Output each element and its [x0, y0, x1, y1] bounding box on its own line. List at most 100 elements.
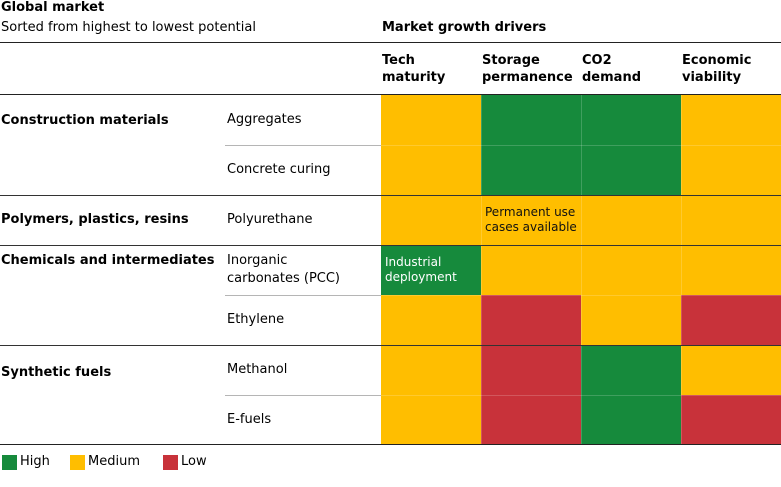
heatmap-cell [581, 95, 681, 145]
heatmap-cell [581, 395, 681, 445]
chart-subtitle: Sorted from highest to lowest potential [1, 20, 256, 35]
chart-title: Global market [1, 0, 105, 15]
cell-separator [581, 245, 582, 295]
heatmap-cell [381, 395, 481, 445]
heatmap-cell [481, 295, 581, 345]
cell-separator [481, 145, 482, 195]
cell-separator [681, 145, 682, 195]
heatmap-cell [581, 245, 681, 295]
column-header-line: Economic [682, 53, 752, 68]
row-label: Ethylene [227, 311, 377, 329]
heatmap-cell [381, 195, 481, 245]
cell-annotation-line: Permanent use [485, 205, 576, 219]
row-label-line: Aggregates [227, 112, 302, 127]
group-rule [0, 345, 781, 346]
cell-separator [681, 295, 682, 345]
heatmap-cell [381, 345, 481, 395]
row-label: Polyurethane [227, 211, 377, 229]
column-header-line: demand [582, 70, 642, 85]
column-header-line: permanence [482, 70, 573, 85]
cell-separator [381, 145, 781, 146]
row-label-line: Concrete curing [227, 162, 331, 177]
heatmap-cell [681, 245, 781, 295]
group-rule [0, 195, 781, 196]
subrow-rule [225, 295, 381, 296]
heatmap-cell [481, 95, 581, 145]
heatmap-cell [381, 295, 481, 345]
heatmap-cell [481, 195, 581, 245]
heatmap-cell [581, 295, 681, 345]
column-header: Economic viability [682, 52, 778, 86]
cell-separator [481, 295, 482, 345]
header-bottom-rule [0, 94, 781, 95]
cell-separator [681, 95, 682, 145]
legend-label: High [20, 454, 50, 469]
heatmap-cell [681, 395, 781, 445]
cell-separator [481, 245, 482, 295]
heatmap-cell [481, 245, 581, 295]
category-label: Chemicals and intermediates [1, 253, 215, 268]
cell-separator [581, 295, 582, 345]
drivers-title: Market growth drivers [382, 20, 547, 35]
heatmap-cell [381, 95, 481, 145]
legend-swatch [70, 455, 85, 470]
legend-label: Medium [88, 454, 140, 469]
table-bottom-rule [0, 444, 781, 445]
column-header-line: viability [682, 70, 742, 85]
legend-label: Low [181, 454, 207, 469]
heatmap-cell [681, 345, 781, 395]
cell-separator [481, 345, 482, 395]
heatmap-cell [681, 195, 781, 245]
cell-separator [581, 195, 582, 245]
legend-swatch [163, 455, 178, 470]
row-label-line: Polyurethane [227, 212, 313, 227]
subrow-rule [225, 395, 381, 396]
heatmap-cell [581, 345, 681, 395]
cell-separator [681, 195, 682, 245]
column-header-line: maturity [382, 70, 446, 85]
row-label: Aggregates [227, 111, 377, 129]
cell-separator [681, 345, 682, 395]
cell-annotation: Permanent use cases available [485, 205, 581, 235]
subrow-rule [225, 145, 381, 146]
column-header: Tech maturity [382, 52, 478, 86]
cell-separator [481, 395, 482, 445]
cell-separator [581, 145, 582, 195]
row-label-line: Methanol [227, 362, 288, 377]
column-header: CO2 demand [582, 52, 678, 86]
cell-annotation-line: Industrial [385, 255, 442, 269]
header-top-rule [0, 42, 781, 43]
group-rule [0, 245, 781, 246]
heatmap-cell [681, 95, 781, 145]
column-header-line: Storage [482, 53, 540, 68]
column-header-line: Tech [382, 53, 415, 68]
row-label-line: Ethylene [227, 312, 285, 327]
cell-separator [581, 395, 582, 445]
row-label-line: carbonates (PCC) [227, 271, 341, 286]
heatmap-cell [581, 195, 681, 245]
row-label-line: E-fuels [227, 412, 272, 427]
category-label: Synthetic fuels [1, 365, 112, 380]
column-header-line: CO2 [582, 53, 612, 68]
heatmap-cell [381, 145, 481, 195]
heatmap-cell [481, 145, 581, 195]
column-header: Storage permanence [482, 52, 578, 86]
heatmap-cell [681, 295, 781, 345]
row-label: Methanol [227, 361, 377, 379]
heatmap-cell [481, 395, 581, 445]
cell-annotation-line: cases available [485, 220, 577, 234]
cell-separator [381, 395, 781, 396]
cell-separator [481, 95, 482, 145]
legend-swatch [2, 455, 17, 470]
cell-separator [581, 95, 582, 145]
cell-separator [681, 395, 682, 445]
row-label: Concrete curing [227, 161, 377, 179]
cell-annotation-line: deployment [385, 270, 457, 284]
row-label: Inorganic carbonates (PCC) [227, 252, 377, 288]
category-label: Polymers, plastics, resins [1, 212, 189, 227]
cell-annotation: Industrial deployment [385, 255, 481, 285]
category-label: Construction materials [1, 113, 169, 128]
row-label-line: Inorganic [227, 253, 288, 268]
heatmap-cell [581, 145, 681, 195]
cell-separator [581, 345, 582, 395]
